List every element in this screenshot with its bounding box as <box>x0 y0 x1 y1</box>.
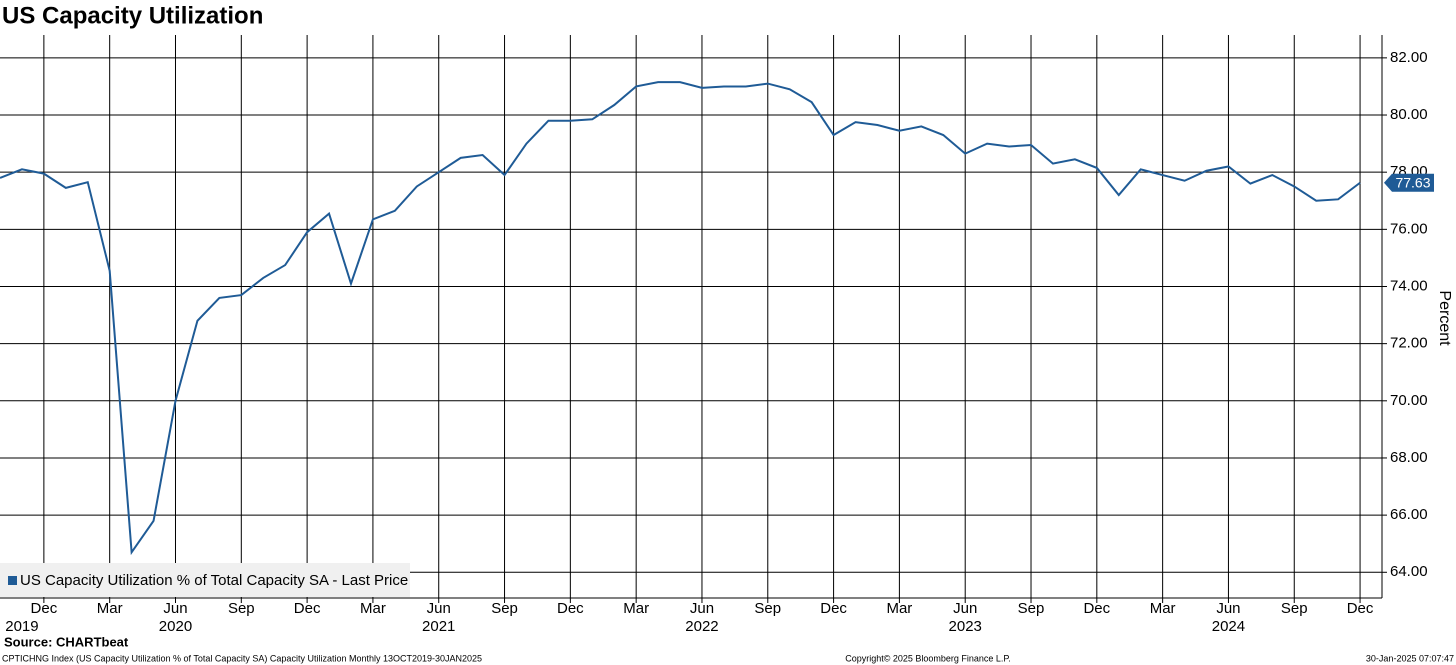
y-tick-label: 64.00 <box>1390 563 1428 580</box>
y-tick-label: 66.00 <box>1390 506 1428 523</box>
y-tick-label: 72.00 <box>1390 335 1428 352</box>
y-tick-label: 70.00 <box>1390 392 1428 409</box>
legend-swatch <box>8 576 17 585</box>
x-year-label: 2023 <box>949 618 982 635</box>
last-value-tag <box>1384 173 1434 192</box>
x-tick-label: Dec <box>1347 600 1374 617</box>
x-year-label: 2019 <box>5 618 38 635</box>
line-series <box>0 81 1361 556</box>
footer-right: 30-Jan-2025 07:07:47 <box>1366 653 1454 663</box>
x-tick-label: Sep <box>1281 600 1308 617</box>
source: Source: CHARTbeat <box>4 634 129 649</box>
x-tick-label: Sep <box>1018 600 1045 617</box>
chart-title: US Capacity Utilization <box>2 2 263 29</box>
x-year-label: 2021 <box>422 618 455 635</box>
x-year-label: 2024 <box>1212 618 1245 635</box>
x-tick-label: Jun <box>427 600 451 617</box>
x-tick-label: Mar <box>886 600 912 617</box>
y-tick-label: 82.00 <box>1390 49 1428 66</box>
x-tick-label: Jun <box>690 600 714 617</box>
x-tick-label: Dec <box>557 600 584 617</box>
x-tick-label: Mar <box>1150 600 1176 617</box>
x-tick-label: Dec <box>31 600 58 617</box>
x-tick-label: Dec <box>820 600 847 617</box>
y-tick-label: 74.00 <box>1390 277 1428 294</box>
x-year-label: 2020 <box>159 618 192 635</box>
x-tick-label: Mar <box>623 600 649 617</box>
y-tick-label: 68.00 <box>1390 449 1428 466</box>
x-tick-label: Sep <box>754 600 781 617</box>
x-tick-label: Jun <box>163 600 187 617</box>
x-tick-label: Jun <box>953 600 977 617</box>
legend-box <box>0 563 410 597</box>
y-axis-label: Percent <box>1436 290 1453 346</box>
legend-label: US Capacity Utilization % of Total Capac… <box>20 572 408 589</box>
x-tick-label: Sep <box>228 600 255 617</box>
x-tick-label: Mar <box>360 600 386 617</box>
y-tick-label: 76.00 <box>1390 220 1428 237</box>
x-tick-label: Sep <box>491 600 518 617</box>
footer-left: CPTICHNG Index (US Capacity Utilization … <box>2 653 482 663</box>
x-tick-label: Dec <box>294 600 321 617</box>
footer-center: Copyright© 2025 Bloomberg Finance L.P. <box>845 653 1011 663</box>
last-value-label: 77.63 <box>1395 174 1430 190</box>
x-tick-label: Jun <box>1216 600 1240 617</box>
x-year-label: 2022 <box>685 618 718 635</box>
x-tick-label: Dec <box>1083 600 1110 617</box>
y-tick-label: 80.00 <box>1390 106 1428 123</box>
x-tick-label: Mar <box>97 600 123 617</box>
